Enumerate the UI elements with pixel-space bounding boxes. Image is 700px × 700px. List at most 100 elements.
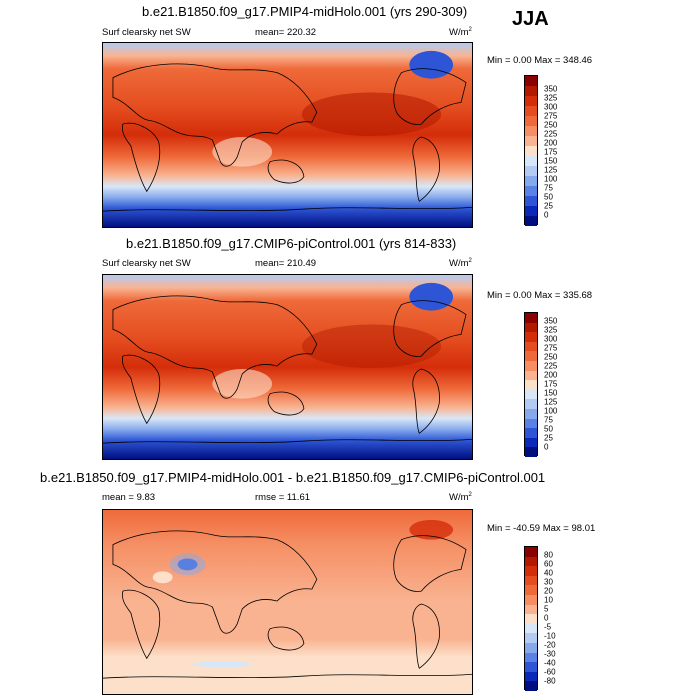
panel-2-colorbar-swatch — [525, 428, 537, 438]
panel-1-units: W/m2 — [449, 27, 472, 39]
panel-3-units: W/m2 — [449, 492, 472, 504]
panel-3-tick-label: 40 — [544, 568, 553, 578]
panel-3-colorbar-swatch — [525, 671, 537, 682]
panel-3-colorbar-swatch — [525, 681, 537, 691]
panel-1-colorbar-swatch — [525, 176, 537, 186]
panel-1-tick-label: 275 — [544, 111, 558, 121]
panel-1-colorbar-swatch — [525, 116, 537, 126]
panel-2-tick-label: 50 — [544, 424, 553, 434]
panel-1-colorbar-swatch — [525, 126, 537, 136]
panel-3-title: b.e21.B1850.f09_g17.PMIP4-midHolo.001 - … — [40, 470, 546, 485]
panel-1-colorbar-swatch — [525, 86, 537, 96]
panel-1-colorbar-swatch — [525, 216, 537, 226]
panel-1-colorbar-swatch — [525, 106, 537, 116]
panel-3-colorbar-swatch — [525, 643, 537, 653]
panel-1-tick-label: 350 — [544, 84, 558, 94]
panel-2-mean-label: mean= 210.49 — [255, 258, 317, 269]
panel-1-colorbar-swatch — [525, 166, 537, 176]
panel-2-units: W/m2 — [449, 258, 472, 270]
panel-3-tick-label: -10 — [544, 631, 556, 641]
panel-2-colorbar-swatch — [525, 418, 537, 429]
season-label: JJA — [512, 8, 549, 30]
panel-2-colorbar-swatch — [525, 322, 537, 333]
panel-2-colorbar-swatch — [525, 380, 537, 390]
panel-1-minmax: Min = 0.00 Max = 348.46 — [487, 55, 593, 66]
panel-2-colorbar-swatch — [525, 389, 537, 400]
panel-1-variable-label: Surf clearsky net SW — [102, 27, 191, 38]
panel-3-colorbar-swatch — [525, 662, 537, 672]
panel-2-colorbar-swatch — [525, 437, 537, 448]
panel-1-tick-label: 200 — [544, 138, 558, 148]
panel-2-colorbar-swatch — [525, 399, 537, 409]
panel-2-tick-label: 275 — [544, 343, 558, 353]
panel-2-colorbar-swatch — [525, 351, 537, 361]
panel-1-colorbar-swatch — [525, 96, 537, 106]
panel-3-colorbar-swatch — [525, 585, 537, 595]
panel-3-colorbar-swatch — [525, 595, 537, 605]
panel-1-colorbar-swatch — [525, 206, 537, 216]
panel-1-tick-label: 175 — [544, 147, 558, 157]
panel-2-map — [102, 274, 473, 460]
panel-3-colorbar-swatch — [525, 575, 537, 586]
panel-3-minmax: Min = -40.59 Max = 98.01 — [487, 523, 596, 534]
panel-2-colorbar-swatch — [525, 313, 537, 323]
panel-1-colorbar-swatch — [525, 136, 537, 146]
panel-3-tick-label: 10 — [544, 595, 553, 605]
panel-2-tick-label: 200 — [544, 370, 558, 380]
panel-3-colorbar-swatch — [525, 633, 537, 643]
panel-3-rmse-label: rmse = 11.61 — [255, 492, 311, 503]
panel-1-colorbar — [524, 75, 538, 226]
panel-1-colorbar-swatch — [525, 186, 537, 196]
panel-1-tick-label: 25 — [544, 201, 553, 211]
panel-2-colorbar-swatch — [525, 447, 537, 457]
panel-3-tick-label: 5 — [544, 604, 549, 614]
panel-2-variable-label: Surf clearsky net SW — [102, 258, 191, 269]
panel-3-tick-label: 0 — [544, 613, 549, 623]
panel-3-tick-label: -20 — [544, 640, 556, 650]
panel-3-tick-label: 30 — [544, 577, 553, 587]
panel-3-map — [102, 509, 473, 695]
panel-2-tick-label: 225 — [544, 361, 558, 371]
panel-2-colorbar-swatch — [525, 409, 537, 419]
panel-2-tick-label: 150 — [544, 388, 558, 398]
panel-1-tick-label: 300 — [544, 102, 558, 112]
panel-1-tick-label: 150 — [544, 156, 558, 166]
panel-1-tick-label: 100 — [544, 174, 558, 184]
panel-1-mean-label: mean= 220.32 — [255, 27, 317, 38]
panel-2-colorbar-swatch — [525, 361, 537, 371]
panel-2-tick-label: 250 — [544, 352, 558, 362]
panel-2-tick-label: 300 — [544, 334, 558, 344]
panel-1-map — [102, 42, 473, 228]
panel-3-colorbar — [524, 546, 538, 691]
panel-3-tick-label: 80 — [544, 550, 553, 560]
panel-2-minmax: Min = 0.00 Max = 335.68 — [487, 290, 593, 301]
panel-1-tick-label: 75 — [544, 183, 553, 193]
panel-3-tick-label: 20 — [544, 586, 553, 596]
panel-1-colorbar-swatch — [525, 76, 537, 86]
panel-3-tick-label: -80 — [544, 676, 556, 686]
panel-2-tick-label: 175 — [544, 379, 558, 389]
panel-3-colorbar-swatch — [525, 614, 537, 624]
panel-2-colorbar-swatch — [525, 370, 537, 381]
panel-2-colorbar-swatch — [525, 341, 537, 352]
panel-2-colorbar — [524, 312, 538, 457]
panel-1-tick-label: 225 — [544, 129, 558, 139]
panel-3-colorbar-swatch — [525, 604, 537, 615]
panel-1-colorbar-swatch — [525, 146, 537, 156]
panel-3-colorbar-swatch — [525, 566, 537, 576]
panel-2-colorbar-swatch — [525, 332, 537, 342]
panel-3-tick-label: -40 — [544, 658, 556, 668]
panel-1-colorbar-swatch — [525, 156, 537, 166]
panel-3-colorbar-swatch — [525, 547, 537, 557]
panel-2-tick-label: 350 — [544, 316, 558, 326]
panel-1-tick-label: 325 — [544, 93, 558, 103]
panel-3-tick-label: -30 — [544, 649, 556, 659]
panel-2-tick-label: 75 — [544, 415, 553, 425]
panel-2-tick-label: 25 — [544, 433, 553, 443]
panel-3-tick-label: -60 — [544, 667, 556, 677]
panel-2-tick-label: 100 — [544, 406, 558, 416]
panel-3-colorbar-swatch — [525, 623, 537, 634]
panel-2-tick-label: 325 — [544, 325, 558, 335]
panel-1-tick-label: 250 — [544, 120, 558, 130]
panel-3-colorbar-swatch — [525, 556, 537, 567]
